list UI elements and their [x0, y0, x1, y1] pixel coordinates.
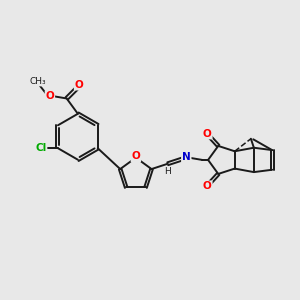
Text: O: O	[203, 181, 212, 191]
Text: O: O	[75, 80, 83, 90]
Text: H: H	[164, 167, 171, 176]
Text: O: O	[203, 129, 212, 139]
Text: O: O	[131, 152, 140, 161]
Text: O: O	[46, 91, 54, 101]
Text: CH₃: CH₃	[29, 77, 46, 86]
Text: N: N	[182, 152, 191, 162]
Text: Cl: Cl	[35, 143, 46, 153]
